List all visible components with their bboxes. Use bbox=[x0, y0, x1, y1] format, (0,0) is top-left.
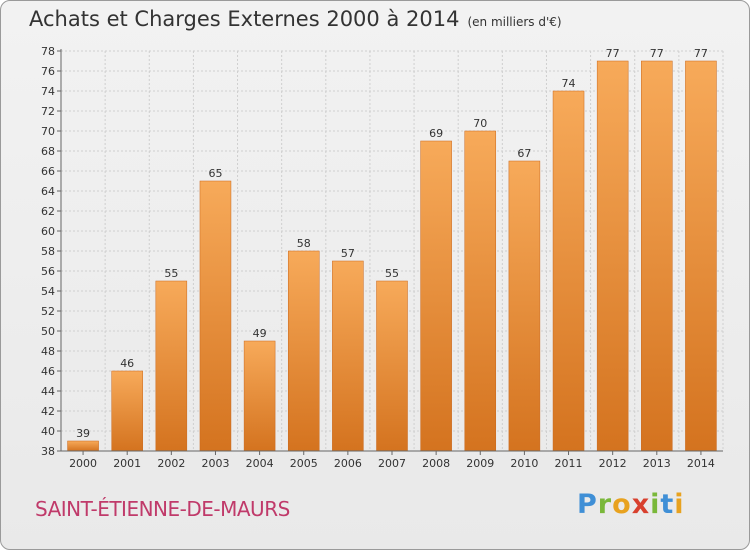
bar-2008 bbox=[420, 140, 452, 452]
value-label: 58 bbox=[297, 237, 311, 250]
value-label: 57 bbox=[341, 247, 355, 260]
unit-note: (en milliers d'€) bbox=[467, 15, 562, 29]
y-tick-label: 52 bbox=[41, 305, 55, 318]
y-tick-label: 66 bbox=[41, 165, 55, 178]
value-label: 39 bbox=[76, 427, 90, 440]
y-tick-label: 62 bbox=[41, 205, 55, 218]
x-tick-label: 2009 bbox=[466, 457, 494, 470]
x-tick-label: 2006 bbox=[334, 457, 362, 470]
y-tick-label: 74 bbox=[41, 85, 55, 98]
bar-2001 bbox=[111, 370, 143, 452]
y-tick-label: 48 bbox=[41, 345, 55, 358]
bar-2012 bbox=[596, 60, 629, 452]
y-tick-label: 60 bbox=[41, 225, 55, 238]
logo-letter: i bbox=[650, 489, 661, 520]
y-tick-label: 56 bbox=[41, 265, 55, 278]
y-tick-label: 64 bbox=[41, 185, 55, 198]
value-label: 77 bbox=[694, 47, 708, 60]
value-label: 49 bbox=[253, 327, 267, 340]
bar-2009 bbox=[464, 130, 497, 452]
value-label: 69 bbox=[429, 127, 443, 140]
bar-2003 bbox=[199, 180, 232, 452]
bar-2011 bbox=[552, 90, 585, 452]
bar-2006 bbox=[332, 260, 364, 452]
value-label: 70 bbox=[473, 117, 487, 130]
x-tick-label: 2014 bbox=[687, 457, 715, 470]
y-tick-label: 70 bbox=[41, 125, 55, 138]
logo-letter: P bbox=[577, 489, 598, 520]
value-label: 65 bbox=[208, 167, 222, 180]
y-tick-label: 40 bbox=[41, 425, 55, 438]
x-tick-label: 2012 bbox=[599, 457, 627, 470]
value-label: 67 bbox=[517, 147, 531, 160]
place-name: SAINT-ÉTIENNE-DE-MAURS bbox=[35, 497, 290, 521]
chart-title: Achats et Charges Externes 2000 à 2014 bbox=[29, 7, 460, 31]
value-label: 55 bbox=[164, 267, 178, 280]
x-tick-label: 2008 bbox=[422, 457, 450, 470]
x-tick-label: 2000 bbox=[69, 457, 97, 470]
y-tick-label: 72 bbox=[41, 105, 55, 118]
bar-2013 bbox=[641, 60, 673, 452]
x-tick-label: 2013 bbox=[643, 457, 671, 470]
logo-letter: r bbox=[597, 489, 613, 520]
x-tick-label: 2011 bbox=[555, 457, 583, 470]
chart-title-block: Achats et Charges Externes 2000 à 2014 (e… bbox=[29, 7, 562, 31]
y-tick-label: 68 bbox=[41, 145, 55, 158]
logo-letter: t bbox=[660, 489, 675, 520]
y-tick-label: 50 bbox=[41, 325, 55, 338]
bars-layer: 39 46 55 65 49 58 57 55 69 70 67 74 77 77 77 bbox=[67, 47, 717, 452]
y-tick-label: 44 bbox=[41, 385, 55, 398]
logo-letter: i bbox=[674, 489, 685, 520]
bar-2007 bbox=[376, 280, 408, 452]
bar-2000 bbox=[67, 440, 99, 452]
y-tick-label: 46 bbox=[41, 365, 55, 378]
x-tick-label: 2007 bbox=[378, 457, 406, 470]
y-tick-label: 54 bbox=[41, 285, 55, 298]
logo-letter: o bbox=[612, 489, 632, 520]
x-tick-label: 2003 bbox=[201, 457, 229, 470]
bar-2010 bbox=[508, 160, 541, 452]
y-tick-label: 76 bbox=[41, 65, 55, 78]
y-tick-label: 58 bbox=[41, 245, 55, 258]
logo-letter: x bbox=[631, 489, 651, 520]
bar-2004 bbox=[243, 340, 276, 452]
proxiti-logo: Proxiti bbox=[577, 489, 685, 520]
bar-2002 bbox=[155, 280, 188, 452]
value-label: 74 bbox=[562, 77, 576, 90]
bar-2014 bbox=[685, 60, 717, 452]
x-tick-label: 2010 bbox=[510, 457, 538, 470]
x-tick-label: 2004 bbox=[246, 457, 274, 470]
value-label: 46 bbox=[120, 357, 134, 370]
value-label: 77 bbox=[606, 47, 620, 60]
y-tick-label: 78 bbox=[41, 45, 55, 58]
bar-2005 bbox=[287, 250, 320, 452]
value-label: 77 bbox=[650, 47, 664, 60]
y-tick-label: 42 bbox=[41, 405, 55, 418]
axis-layer: 38 40 42 44 46 48 50 52 54 56 58 60 62 64 66 68 70 72 74 76… bbox=[41, 45, 723, 470]
x-tick-label: 2002 bbox=[157, 457, 185, 470]
x-tick-label: 2005 bbox=[290, 457, 318, 470]
x-tick-label: 2001 bbox=[113, 457, 141, 470]
y-tick-label: 38 bbox=[41, 445, 55, 458]
value-label: 55 bbox=[385, 267, 399, 280]
